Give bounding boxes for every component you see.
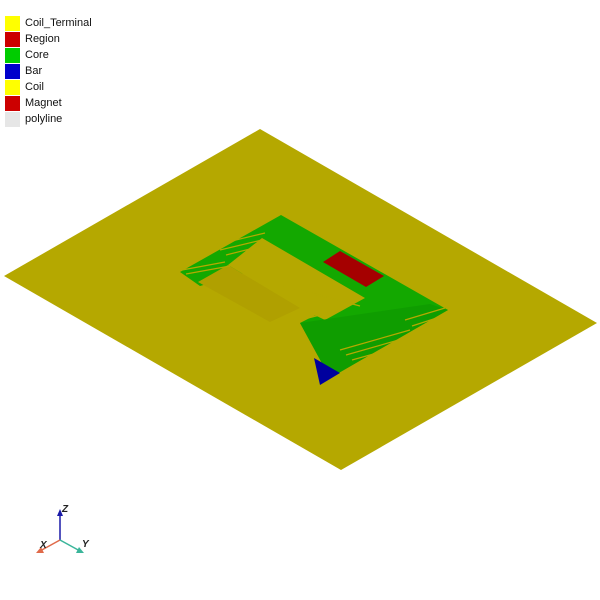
legend-label: Coil [25,81,44,93]
legend-label: Region [25,33,60,45]
legend-item-region[interactable]: Region [5,31,92,47]
legend-item-coil-terminal[interactable]: Coil_Terminal [5,15,92,31]
legend-swatch [5,15,20,31]
z-arrow-icon [57,509,63,516]
legend-swatch [5,63,20,79]
legend-swatch [5,79,20,95]
legend-item-polyline[interactable]: polyline [5,111,92,127]
legend: Coil_Terminal Region Core Bar Coil Magne… [5,15,92,127]
core-model[interactable] [180,215,448,378]
x-axis-line [39,539,61,552]
legend-item-bar[interactable]: Bar [5,63,92,79]
legend-label: Coil_Terminal [25,17,92,29]
legend-label: Bar [25,65,43,77]
legend-swatch [5,31,20,47]
legend-item-coil[interactable]: Coil [5,79,92,95]
bar-model[interactable] [314,358,340,385]
legend-swatch [5,95,20,111]
legend-swatch [5,47,20,63]
y-arrow-icon [76,547,84,553]
legend-label: Magnet [25,97,62,109]
legend-item-magnet[interactable]: Magnet [5,95,92,111]
legend-label: Core [25,49,49,61]
legend-item-core[interactable]: Core [5,47,92,63]
z-axis-label: Z [61,504,69,515]
legend-label: polyline [25,113,63,125]
magnet-model[interactable] [323,251,384,287]
y-axis-line [59,539,81,552]
y-axis-label: Y [82,539,90,550]
x-axis-label: X [39,540,48,551]
legend-swatch [5,111,20,127]
x-arrow-icon [36,547,44,553]
orientation-triad: Z X Y [36,504,90,553]
